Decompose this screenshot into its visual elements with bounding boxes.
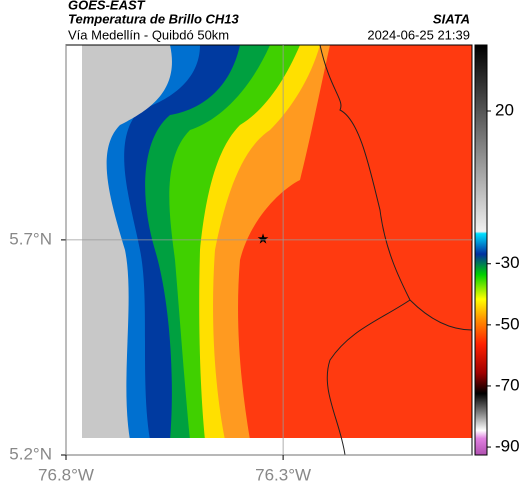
title: Temperatura de Brillo CH13 — [68, 11, 240, 26]
credit: SIATA — [433, 11, 470, 26]
colorbar-tick-label: -30 — [495, 253, 520, 272]
lat-tick-label: 5.2°N — [9, 444, 52, 463]
subtitle: Vía Medellín - Quibdó 50km — [68, 27, 229, 42]
lat-tick-label: 5.7°N — [9, 229, 52, 248]
source: GOES-EAST — [68, 0, 146, 12]
colorbar-tick-label: -70 — [495, 375, 520, 394]
lon-tick-label: 76.8°W — [38, 465, 94, 484]
timestamp: 2024-06-25 21:39 — [367, 27, 470, 42]
location-marker: ★ — [257, 231, 270, 247]
colorbar-tick-label: -90 — [495, 437, 520, 456]
colorbar-tick-label: -50 — [495, 314, 520, 333]
colorbar-tick-label: 20 — [495, 100, 514, 119]
satellite-image — [66, 45, 472, 455]
lon-tick-label: 76.3°W — [255, 465, 311, 484]
colorbar — [474, 44, 488, 456]
